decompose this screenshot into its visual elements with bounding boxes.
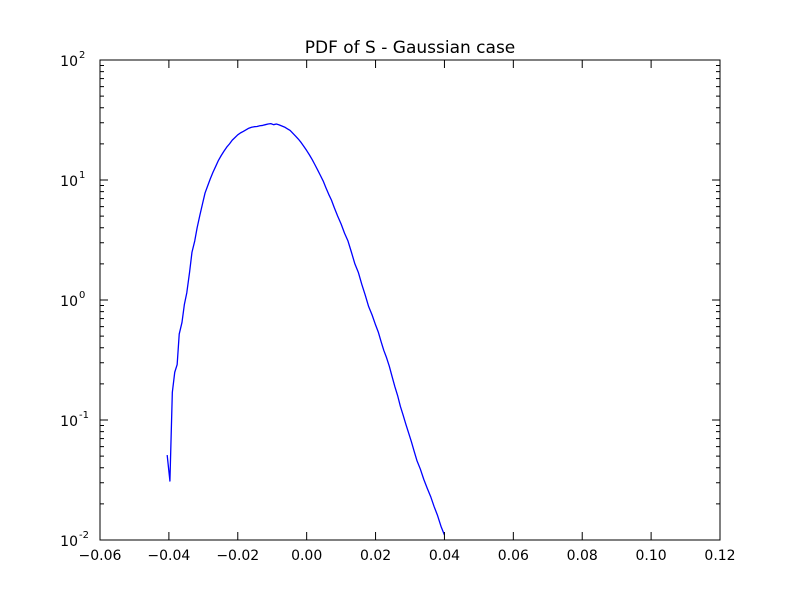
- x-tick-label: −0.04: [147, 548, 190, 564]
- y-tick-label: 10 0: [60, 290, 85, 310]
- y-tick-label: 10 2: [60, 50, 85, 70]
- x-tick-label: 0.06: [498, 548, 529, 564]
- x-tick-label: 0.00: [291, 548, 322, 564]
- series-line-0: [166, 122, 446, 536]
- y-tick-label-exponent: 1: [79, 170, 85, 181]
- y-tick-label-exponent: -2: [79, 530, 89, 541]
- y-tick-label: 10 -2: [60, 530, 89, 550]
- x-tick-label: −0.02: [216, 548, 259, 564]
- axes-frame: [99, 59, 721, 541]
- y-tick-label-base: 10: [60, 294, 78, 310]
- x-tick-label: 0.04: [429, 548, 460, 564]
- chart-title: PDF of S - Gaussian case: [305, 38, 516, 58]
- y-tick-label-base: 10: [60, 174, 78, 190]
- y-tick-label-exponent: 0: [79, 290, 85, 301]
- plot-layer: [166, 122, 446, 536]
- y-tick-label-exponent: -1: [79, 410, 89, 421]
- y-tick-label: 10 1: [60, 170, 85, 190]
- axes-layer: −0.06 −0.04 −0.02 0.00 0.02 0.04 0.06 0.08 0.10 0…: [60, 50, 735, 564]
- x-tick-label: 0.08: [567, 548, 598, 564]
- y-tick-label-base: 10: [60, 414, 78, 430]
- x-tick-label: 0.12: [704, 548, 735, 564]
- y-tick-label-exponent: 2: [79, 50, 85, 61]
- x-tick-label: 0.02: [360, 548, 391, 564]
- x-tick-label: 0.10: [636, 548, 667, 564]
- y-tick-label: 10 -1: [60, 410, 89, 430]
- x-tick-label: −0.06: [79, 548, 122, 564]
- y-tick-label-base: 10: [60, 534, 78, 550]
- y-tick-label-base: 10: [60, 54, 78, 70]
